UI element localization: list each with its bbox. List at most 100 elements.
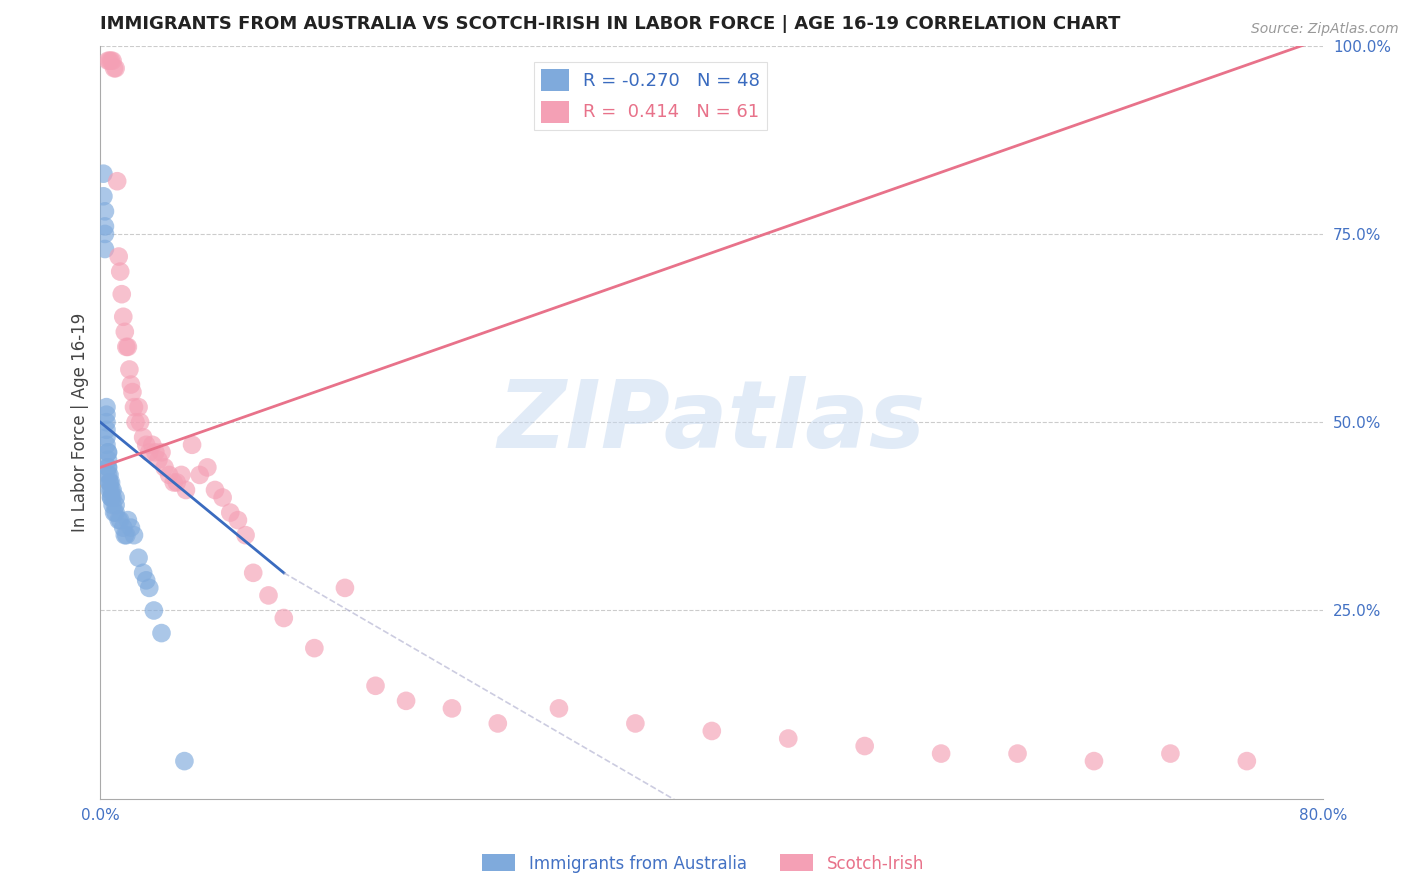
Point [117,513,139,527]
Point [98,467,121,482]
Point [107,513,129,527]
Point [174,483,197,497]
Text: IMMIGRANTS FROM AUSTRALIA VS SCOTCH-IRISH IN LABOR FORCE | AGE 16-19 CORRELATION: IMMIGRANTS FROM AUSTRALIA VS SCOTCH-IRIS… [100,15,1121,33]
Point [138,581,160,595]
Point [98,475,121,490]
Point [138,445,160,459]
Point [1083,754,1105,768]
Point [128,400,150,414]
Text: ZIPatlas: ZIPatlas [498,376,927,468]
Point [145,445,167,459]
Point [97,54,120,68]
Point [100,54,122,68]
Legend: Immigrants from Australia, Scotch-Irish: Immigrants from Australia, Scotch-Irish [475,847,931,880]
Point [97,460,120,475]
Point [273,611,295,625]
Point [104,506,127,520]
Point [166,475,188,490]
Point [778,731,800,746]
Point [929,747,952,761]
Point [122,400,145,414]
Y-axis label: In Labor Force | Age 16-19: In Labor Force | Age 16-19 [72,312,89,532]
Point [98,475,121,490]
Point [700,723,723,738]
Point [110,264,132,278]
Point [114,325,136,339]
Point [195,460,218,475]
Point [122,528,145,542]
Point [257,589,280,603]
Point [101,483,124,497]
Point [97,467,120,482]
Point [333,581,356,595]
Point [150,445,173,459]
Point [129,415,152,429]
Point [440,701,463,715]
Point [112,310,135,324]
Point [173,754,195,768]
Point [96,423,118,437]
Point [219,506,242,520]
Point [97,445,120,459]
Point [100,491,122,505]
Point [100,491,122,505]
Point [148,453,170,467]
Point [93,189,115,203]
Point [132,566,155,580]
Point [111,287,134,301]
Point [150,626,173,640]
Point [101,491,124,505]
Point [242,566,264,580]
Point [96,408,118,422]
Point [188,467,211,482]
Point [142,603,165,617]
Point [226,513,249,527]
Point [117,340,139,354]
Point [94,204,117,219]
Point [1159,747,1181,761]
Point [1007,747,1029,761]
Point [211,491,233,505]
Point [364,679,387,693]
Point [97,460,120,475]
Point [94,227,117,241]
Point [204,483,226,497]
Point [624,716,647,731]
Point [118,362,141,376]
Point [135,438,157,452]
Point [114,528,136,542]
Point [124,415,146,429]
Point [103,506,125,520]
Point [104,62,127,76]
Point [132,430,155,444]
Text: Source: ZipAtlas.com: Source: ZipAtlas.com [1251,22,1399,37]
Point [235,528,257,542]
Point [110,513,132,527]
Point [153,460,176,475]
Point [121,385,143,400]
Point [853,739,876,753]
Point [304,641,326,656]
Point [98,483,121,497]
Point [157,467,180,482]
Point [181,438,204,452]
Point [97,453,120,467]
Point [100,475,122,490]
Point [120,377,142,392]
Point [104,491,127,505]
Point [112,521,135,535]
Point [100,483,122,497]
Point [97,445,120,459]
Point [486,716,509,731]
Point [135,574,157,588]
Point [103,62,125,76]
Point [163,475,186,490]
Point [141,438,163,452]
Point [93,167,115,181]
Legend: R = -0.270   N = 48, R =  0.414   N = 61: R = -0.270 N = 48, R = 0.414 N = 61 [534,62,768,129]
Point [96,415,118,429]
Point [395,694,418,708]
Point [115,528,138,542]
Point [96,400,118,414]
Point [98,54,121,68]
